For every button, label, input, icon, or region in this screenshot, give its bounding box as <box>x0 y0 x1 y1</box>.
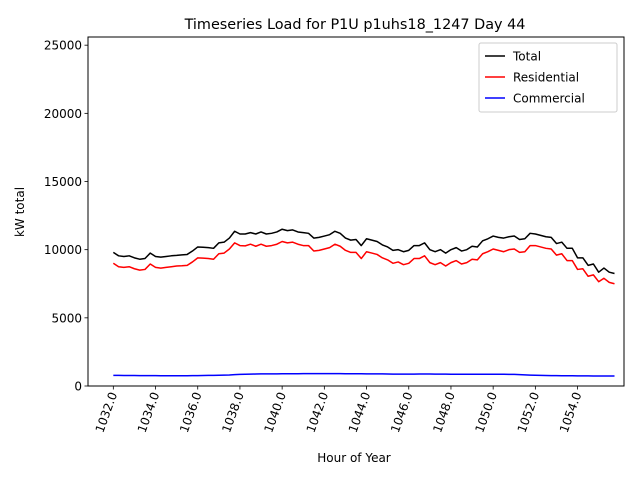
plot-frame <box>87 36 625 387</box>
x-axis-label: Hour of Year <box>317 451 391 465</box>
series-line-total <box>112 228 615 275</box>
y-tick-label: 25000 <box>44 39 82 53</box>
y-tick-label: 20000 <box>44 107 82 121</box>
legend-frame <box>478 42 618 113</box>
chart-title: Timeseries Load for P1U p1uhs18_1247 Day… <box>184 17 526 33</box>
y-tick-label: 15000 <box>44 175 82 189</box>
y-tick-label: 5000 <box>51 311 82 325</box>
legend-label-total: Total <box>512 50 541 64</box>
y-tick-label: 10000 <box>44 243 82 257</box>
y-axis: 0 5000 10000 15000 20000 25000 <box>44 39 88 394</box>
legend: Total Residential Commercial <box>478 42 618 113</box>
plot-lines <box>112 228 615 377</box>
series-line-residential <box>112 240 615 285</box>
legend-label-residential: Residential <box>513 71 579 85</box>
series-line-commercial <box>113 372 615 377</box>
y-tick-label: 0 <box>74 380 82 394</box>
legend-label-commercial: Commercial <box>513 92 585 106</box>
y-axis-label: kW total <box>13 187 27 237</box>
